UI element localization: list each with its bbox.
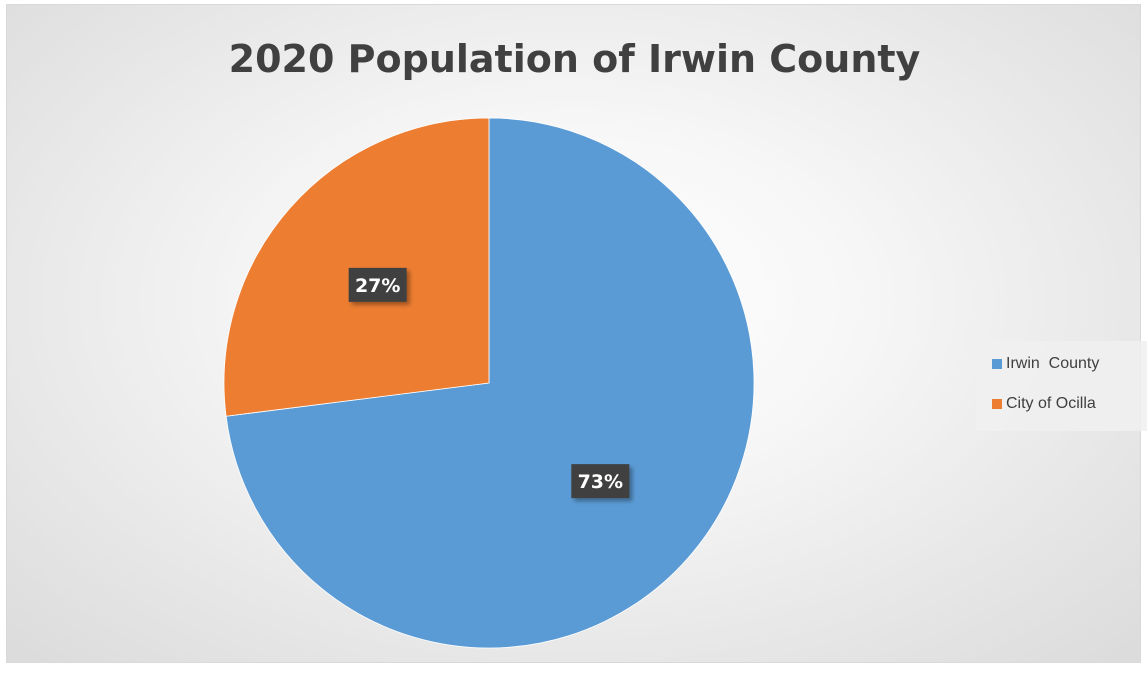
legend-item-irwin-county: Irwin County (992, 354, 1099, 374)
pie-slice-irwin-county (225, 117, 755, 649)
chart-area: 2020 Population of Irwin County 73% 27% I… (6, 4, 1147, 663)
legend-label-irwin-county: Irwin County (1006, 355, 1100, 372)
data-label-city-of-ocilla: 27% (348, 267, 407, 302)
legend-item-city-of-ocilla: City of Ocilla (992, 394, 1096, 414)
legend-swatch-irwin-county (992, 359, 1002, 369)
pie-slice-city-of-ocilla (223, 117, 490, 417)
pie-slices (223, 117, 755, 649)
legend: Irwin County City of Ocilla (976, 341, 1147, 431)
data-label-box-city-of-ocilla (348, 267, 407, 302)
data-label-box-irwin-county (571, 464, 630, 499)
pie-chart: 73% 27% (223, 117, 755, 649)
pie-labels: 73% 27% (348, 267, 630, 499)
data-label-irwin-county: 73% (571, 464, 630, 499)
chart-title: 2020 Population of Irwin County (228, 37, 921, 81)
data-label-text-irwin-county: 73% (578, 471, 623, 493)
legend-label-city-of-ocilla: City of Ocilla (1006, 395, 1096, 412)
data-label-text-city-of-ocilla: 27% (355, 275, 400, 297)
legend-swatch-city-of-ocilla (992, 399, 1002, 409)
